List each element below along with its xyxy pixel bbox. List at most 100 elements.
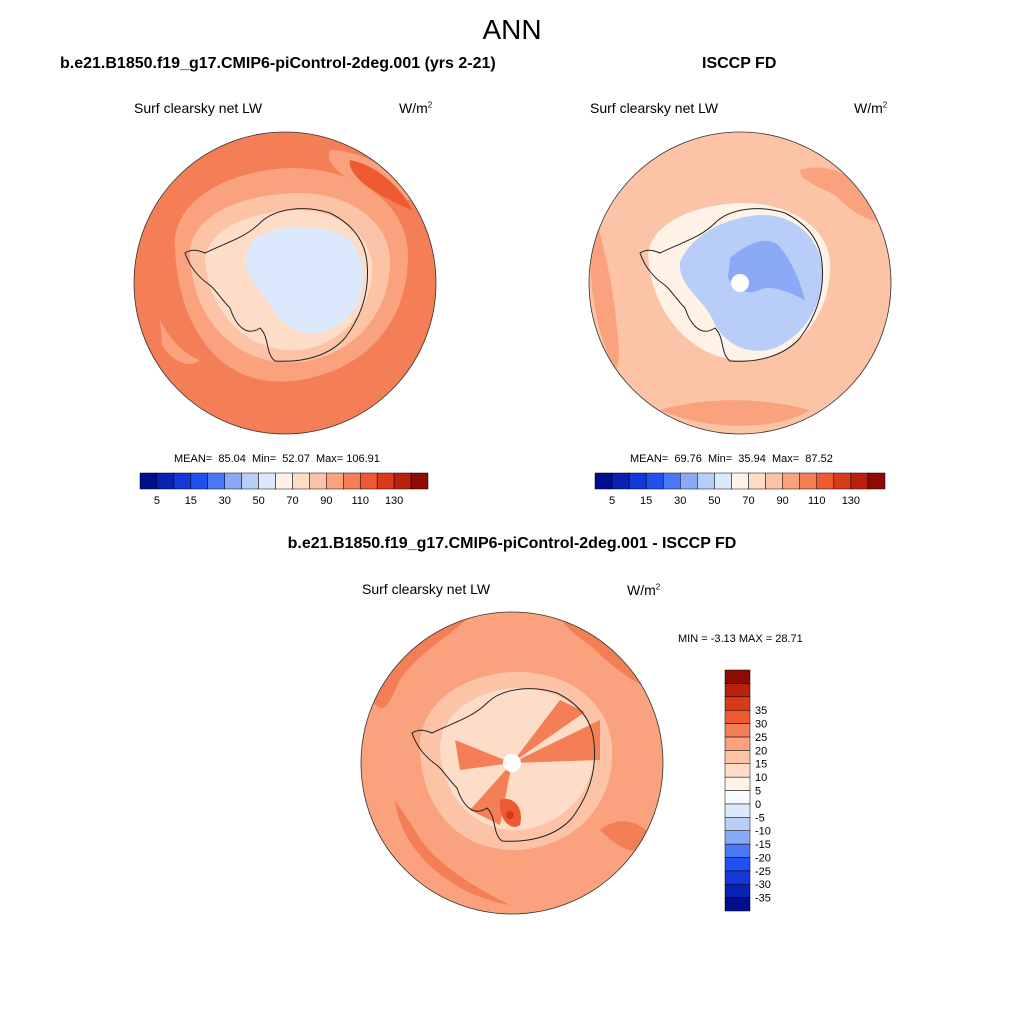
- colorbar-model-swatch: [410, 472, 429, 490]
- colorbar-model-swatch: [292, 472, 310, 490]
- colorbar-observation-swatch: [680, 472, 698, 490]
- colorbar-observation-tick-label: 110: [808, 495, 826, 507]
- colorbar-difference-swatch: [724, 683, 751, 698]
- map-model: [134, 132, 436, 434]
- panel-1-variable: Surf clearsky net LW: [134, 100, 263, 116]
- panel-1-stats: MEAN= 85.04 Min= 52.07 Max= 106.91: [174, 453, 380, 465]
- colorbar-difference-tick-label: -20: [755, 852, 771, 864]
- coastline-panel-2: [639, 208, 824, 362]
- colorbar-difference-tick-label: -5: [755, 812, 765, 824]
- colorbar-observation-swatch: [697, 472, 715, 490]
- colorbar-model-tick-label: 50: [252, 495, 264, 507]
- colorbar-model-swatch: [190, 472, 209, 490]
- colorbar-difference-tick-label: 10: [755, 772, 767, 784]
- colorbar-model-swatch: [207, 472, 225, 490]
- map-observation: [589, 132, 891, 434]
- colorbar-observation-tick-label: 5: [609, 495, 615, 507]
- colorbar-difference-swatch: [724, 709, 751, 724]
- colorbar-difference-swatch: [724, 696, 751, 711]
- colorbar-observation-swatch: [765, 472, 783, 490]
- colorbar-observation-tick-label: 30: [674, 495, 686, 507]
- panel-2-stats: MEAN= 69.76 Min= 35.94 Max= 87.52: [630, 453, 833, 465]
- colorbar-difference-tick-label: 5: [755, 786, 761, 798]
- colorbar-model-swatch: [241, 472, 259, 490]
- colorbar-difference-swatch: [724, 723, 751, 738]
- colorbar-model-swatch: [224, 472, 242, 490]
- colorbar-observation-tick-label: 90: [777, 495, 789, 507]
- colorbar-difference-swatch: [724, 817, 751, 831]
- colorbar-model-swatch: [275, 472, 293, 490]
- colorbar-model-tick-label: 15: [185, 495, 197, 507]
- colorbar-observation-swatch: [748, 472, 766, 490]
- colorbar-observation-swatch: [645, 472, 664, 490]
- map-difference: [361, 612, 663, 914]
- colorbar-observation-swatch: [611, 472, 630, 490]
- panel-2-units: W/m2: [854, 100, 888, 116]
- colorbar-difference-tick-label: -25: [755, 866, 771, 878]
- colorbar-model-tick-label: 90: [320, 495, 332, 507]
- colorbar-observation-swatch: [799, 472, 818, 490]
- colorbar-observation-swatch: [782, 472, 800, 490]
- colorbar-model-swatch: [376, 472, 395, 490]
- colorbar-model-tick-label: 5: [154, 495, 160, 507]
- colorbar-observation-swatch: [662, 472, 681, 490]
- colorbar-difference-swatch: [724, 750, 751, 764]
- colorbar-difference-swatch: [724, 830, 751, 845]
- colorbar-difference-swatch: [724, 883, 751, 898]
- colorbar-observation-swatch: [628, 472, 647, 490]
- colorbar-observation-tick-label: 15: [640, 495, 652, 507]
- colorbar-model-swatch: [156, 472, 175, 490]
- colorbar-difference-swatch: [724, 857, 751, 872]
- colorbar-model-swatch: [359, 472, 378, 490]
- colorbar-difference-tick-label: 25: [755, 732, 767, 744]
- colorbar-model-swatch: [343, 472, 361, 490]
- colorbar-model-swatch: [393, 472, 412, 490]
- colorbar-observation-tick-label: 70: [742, 495, 754, 507]
- colorbar-difference-tick-label: 35: [755, 705, 767, 717]
- colorbar-difference-tick-label: 30: [755, 719, 767, 731]
- colorbar-difference-swatch: [724, 897, 751, 912]
- colorbar-model-tick-label: 70: [286, 495, 298, 507]
- colorbar-observation-swatch: [816, 472, 835, 490]
- panel-3-case-title: b.e21.B1850.f19_g17.CMIP6-piControl-2deg…: [287, 535, 737, 552]
- colorbar-observation-swatch: [594, 472, 613, 490]
- colorbar-observation-swatch: [714, 472, 732, 490]
- colorbar-difference-tick-label: 15: [755, 759, 767, 771]
- colorbar-difference-swatch: [724, 843, 751, 858]
- colorbar-difference-tick-label: 20: [755, 745, 767, 757]
- colorbar-model-tick-label: 130: [385, 495, 403, 507]
- colorbar-observation-swatch: [731, 472, 749, 490]
- colorbar-difference-tick-label: -15: [755, 839, 771, 851]
- colorbar-difference-swatch: [724, 669, 751, 684]
- colorbar-model: 5 15 30 50 70 90 110 130: [139, 472, 429, 507]
- panel-1-units: W/m2: [399, 100, 433, 116]
- colorbar-difference-swatch: [724, 763, 751, 778]
- colorbar-model-tick-label: 30: [219, 495, 231, 507]
- panel-2-variable: Surf clearsky net LW: [590, 100, 719, 116]
- coastline-panel-1: [184, 208, 369, 362]
- page-title: ANN: [482, 14, 542, 45]
- coastline-panel-3: [411, 688, 596, 842]
- colorbar-difference-swatch: [724, 870, 751, 885]
- colorbar-observation-tick-label: 130: [842, 495, 860, 507]
- colorbar-observation: 5 15 30 50 70 90 110 130: [594, 472, 886, 507]
- colorbar-model-tick-label: 110: [351, 495, 369, 507]
- colorbar-difference-tick-label: -35: [755, 893, 771, 905]
- colorbar-difference-swatch: [724, 803, 751, 818]
- panel-3-variable: Surf clearsky net LW: [362, 581, 491, 597]
- panel-2-case-title: ISCCP FD: [702, 55, 777, 72]
- colorbar-model-swatch: [139, 472, 158, 490]
- colorbar-model-swatch: [326, 472, 344, 490]
- colorbar-model-swatch: [258, 472, 276, 490]
- colorbar-difference-swatch: [724, 790, 751, 805]
- colorbar-observation-swatch: [867, 472, 886, 490]
- colorbar-difference-swatch: [724, 776, 751, 791]
- panel-3-units: W/m2: [627, 582, 661, 598]
- colorbar-difference-tick-label: -30: [755, 879, 771, 891]
- colorbar-model-swatch: [309, 472, 327, 490]
- panel-3-minmax: MIN = -3.13 MAX = 28.71: [678, 633, 803, 645]
- colorbar-model-swatch: [173, 472, 192, 490]
- colorbar-observation-tick-label: 50: [708, 495, 720, 507]
